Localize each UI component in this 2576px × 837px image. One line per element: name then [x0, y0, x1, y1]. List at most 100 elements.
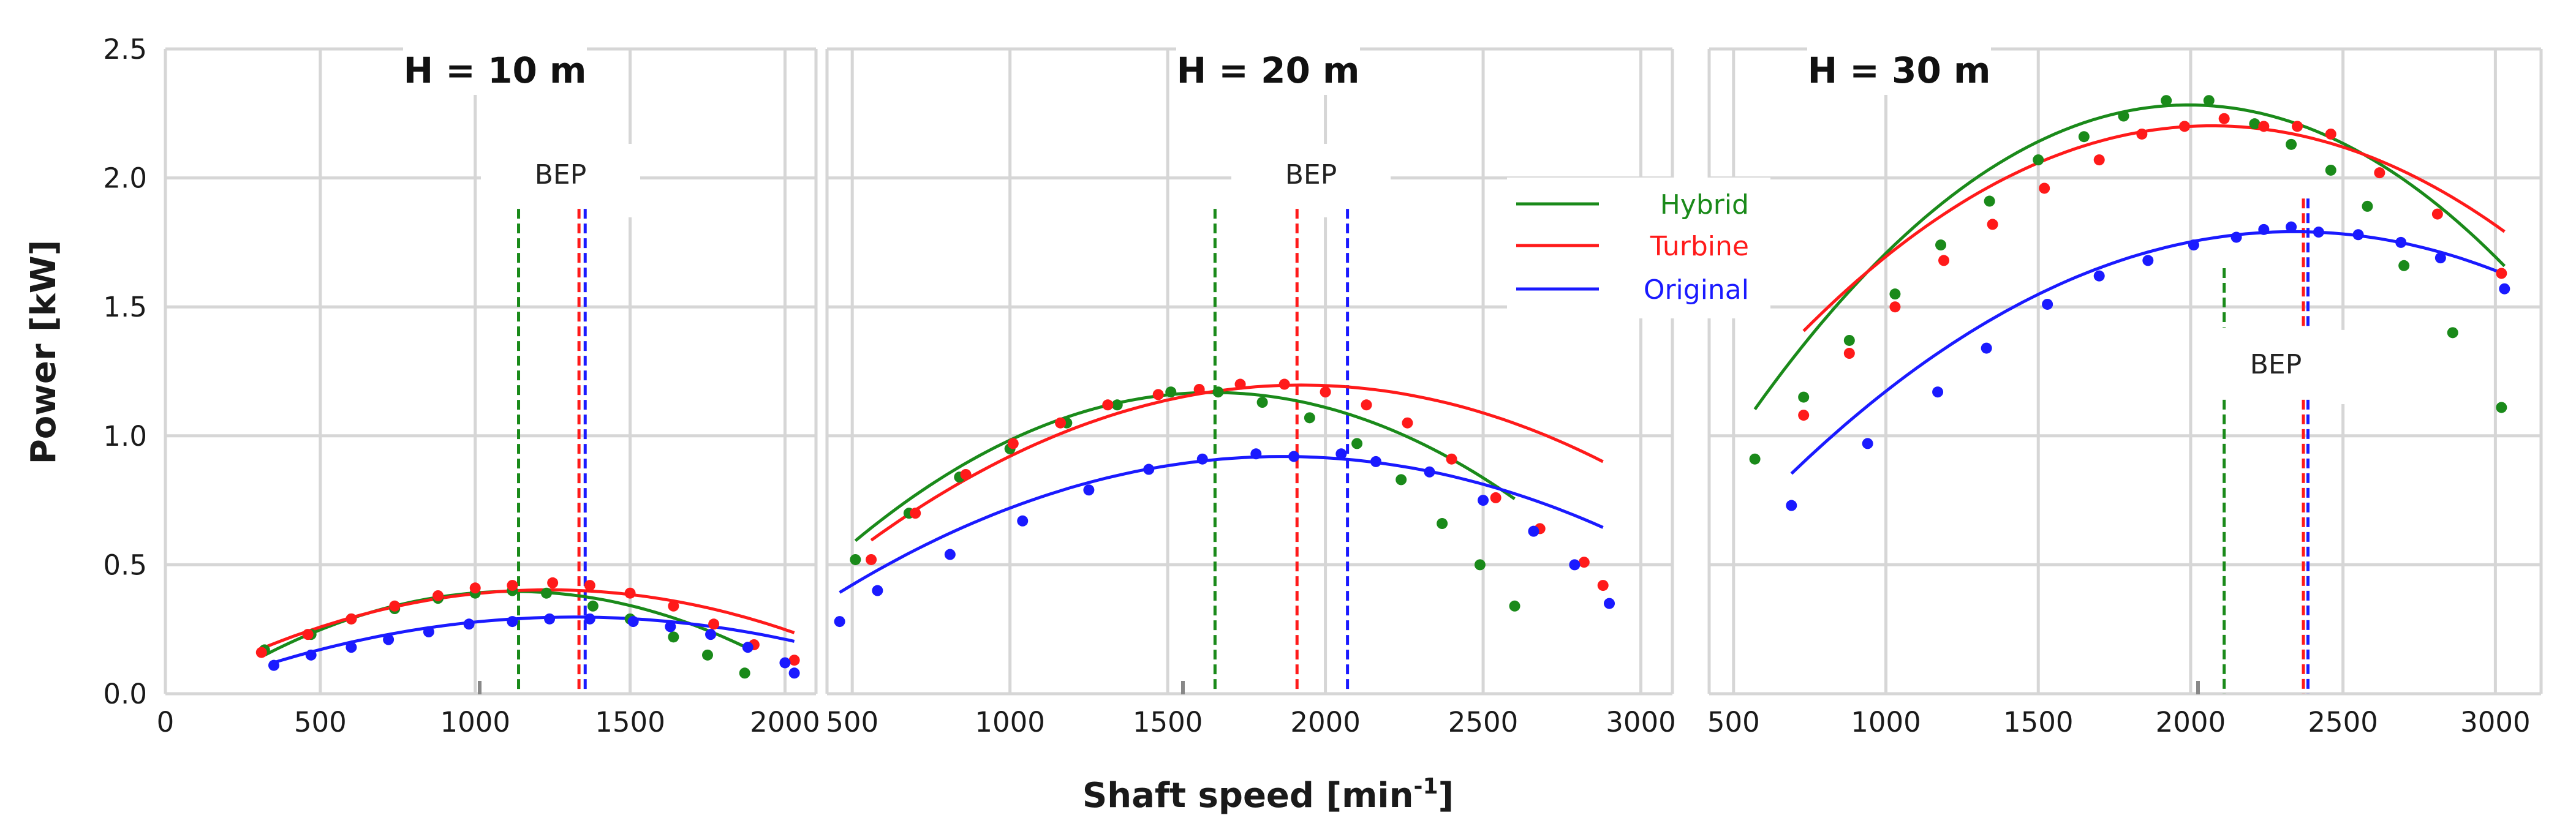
data-point-original	[2313, 227, 2324, 238]
data-point-turbine	[668, 600, 679, 612]
data-point-original	[779, 657, 791, 669]
x-tick-label: 1000	[975, 706, 1045, 738]
data-point-original	[544, 613, 556, 625]
data-point-original	[1932, 386, 1944, 398]
data-point-turbine	[346, 613, 357, 625]
data-point-original	[705, 629, 717, 640]
data-point-turbine	[1102, 399, 1114, 411]
data-point-turbine	[2325, 128, 2336, 140]
x-tick-label: 3000	[2460, 706, 2531, 738]
data-point-turbine	[584, 580, 595, 591]
legend-label-hybrid: Hybrid	[1660, 189, 1749, 220]
data-point-turbine	[2431, 208, 2443, 220]
data-point-hybrid	[541, 587, 553, 599]
panel-title-background	[1176, 46, 1360, 95]
panel-title-background	[1807, 46, 1991, 95]
data-point-turbine	[2039, 182, 2050, 194]
data-point-turbine	[1938, 255, 1950, 266]
data-point-turbine	[1361, 399, 1372, 411]
data-point-turbine	[1402, 417, 1413, 429]
data-point-hybrid	[1984, 195, 1995, 207]
data-point-turbine	[2258, 121, 2270, 132]
y-tick-labels: 0.0 0.5 1.0 1.5 2.0 2.5	[103, 33, 147, 710]
data-point-turbine	[708, 618, 720, 630]
data-point-original	[872, 585, 883, 596]
data-point-original	[1288, 451, 1300, 462]
data-point-turbine	[469, 582, 481, 594]
fit-curve-turbine	[870, 383, 1604, 542]
data-point-hybrid	[2078, 131, 2090, 143]
data-point-original	[1370, 456, 1381, 467]
bep-label: BEP	[2250, 349, 2302, 380]
data-point-hybrid	[2398, 260, 2410, 271]
x-tick-label: 1500	[1133, 706, 1203, 738]
data-point-turbine	[389, 600, 401, 612]
data-point-original	[627, 616, 639, 628]
data-point-original	[2395, 236, 2407, 248]
data-point-original	[1083, 484, 1095, 496]
y-tick-label: 1.0	[103, 420, 147, 452]
y-tick-label: 0.0	[103, 678, 147, 710]
data-point-original	[1250, 448, 1262, 460]
data-point-original	[1017, 515, 1029, 527]
data-point-turbine	[1597, 580, 1609, 591]
data-point-turbine	[1987, 219, 1998, 230]
data-point-turbine	[866, 554, 877, 565]
x-axis-label-main: Shaft speed [min	[1082, 776, 1414, 816]
data-point-turbine	[1446, 453, 1457, 465]
data-point-turbine	[1007, 438, 1019, 449]
data-point-turbine	[2093, 154, 2105, 166]
data-point-hybrid	[587, 600, 599, 612]
data-point-turbine	[302, 629, 314, 640]
data-point-turbine	[1279, 378, 1290, 390]
data-point-original	[584, 613, 595, 625]
data-point-hybrid	[1396, 474, 1407, 486]
baseline-marker	[478, 681, 482, 694]
data-point-original	[665, 621, 676, 632]
x-axis-label-superscript: -1	[1414, 774, 1438, 799]
data-point-hybrid	[2362, 200, 2373, 212]
data-point-hybrid	[2286, 138, 2297, 150]
data-point-hybrid	[850, 554, 861, 565]
data-point-original	[463, 618, 475, 630]
data-point-original	[2188, 239, 2199, 251]
data-point-original	[2434, 252, 2446, 264]
data-point-hybrid	[702, 649, 713, 661]
data-point-turbine	[1490, 492, 1501, 503]
bep-label: BEP	[535, 159, 587, 190]
x-tick-label: 1500	[595, 706, 665, 738]
data-point-hybrid	[1256, 397, 1268, 408]
data-point-turbine	[1234, 378, 1246, 390]
data-point-turbine	[1578, 557, 1590, 568]
data-point-original	[1569, 559, 1581, 571]
baseline-marker	[1181, 681, 1185, 694]
data-point-turbine	[547, 577, 559, 588]
data-point-original	[268, 659, 279, 671]
x-tick-label: 500	[1707, 706, 1760, 738]
data-point-original	[1143, 464, 1155, 475]
data-point-hybrid	[1509, 600, 1520, 612]
data-point-original	[1786, 500, 1797, 511]
data-point-original	[742, 642, 754, 653]
data-point-hybrid	[1351, 438, 1363, 449]
data-point-original	[1981, 342, 1992, 354]
y-tick-label: 2.5	[103, 33, 147, 66]
data-point-hybrid	[1935, 239, 1947, 251]
data-point-hybrid	[1798, 391, 1810, 403]
data-point-turbine	[624, 587, 636, 599]
data-point-original	[2258, 223, 2270, 235]
data-point-turbine	[1843, 348, 1855, 359]
panel-title: H = 30 m	[1808, 50, 1991, 91]
legend: Hybrid Turbine Original	[1507, 178, 1770, 318]
x-tick-label: 1000	[1851, 706, 1921, 738]
data-point-turbine	[255, 647, 267, 658]
data-point-original	[2093, 270, 2105, 282]
data-point-original	[2499, 283, 2510, 295]
x-tick-label: 2500	[1448, 706, 1519, 738]
data-point-hybrid	[1474, 559, 1486, 571]
data-point-hybrid	[1437, 518, 1448, 530]
x-tick-label: 1000	[440, 706, 510, 738]
x-tick-label: 2000	[2156, 706, 2226, 738]
x-tick-label: 3000	[1606, 706, 1676, 738]
